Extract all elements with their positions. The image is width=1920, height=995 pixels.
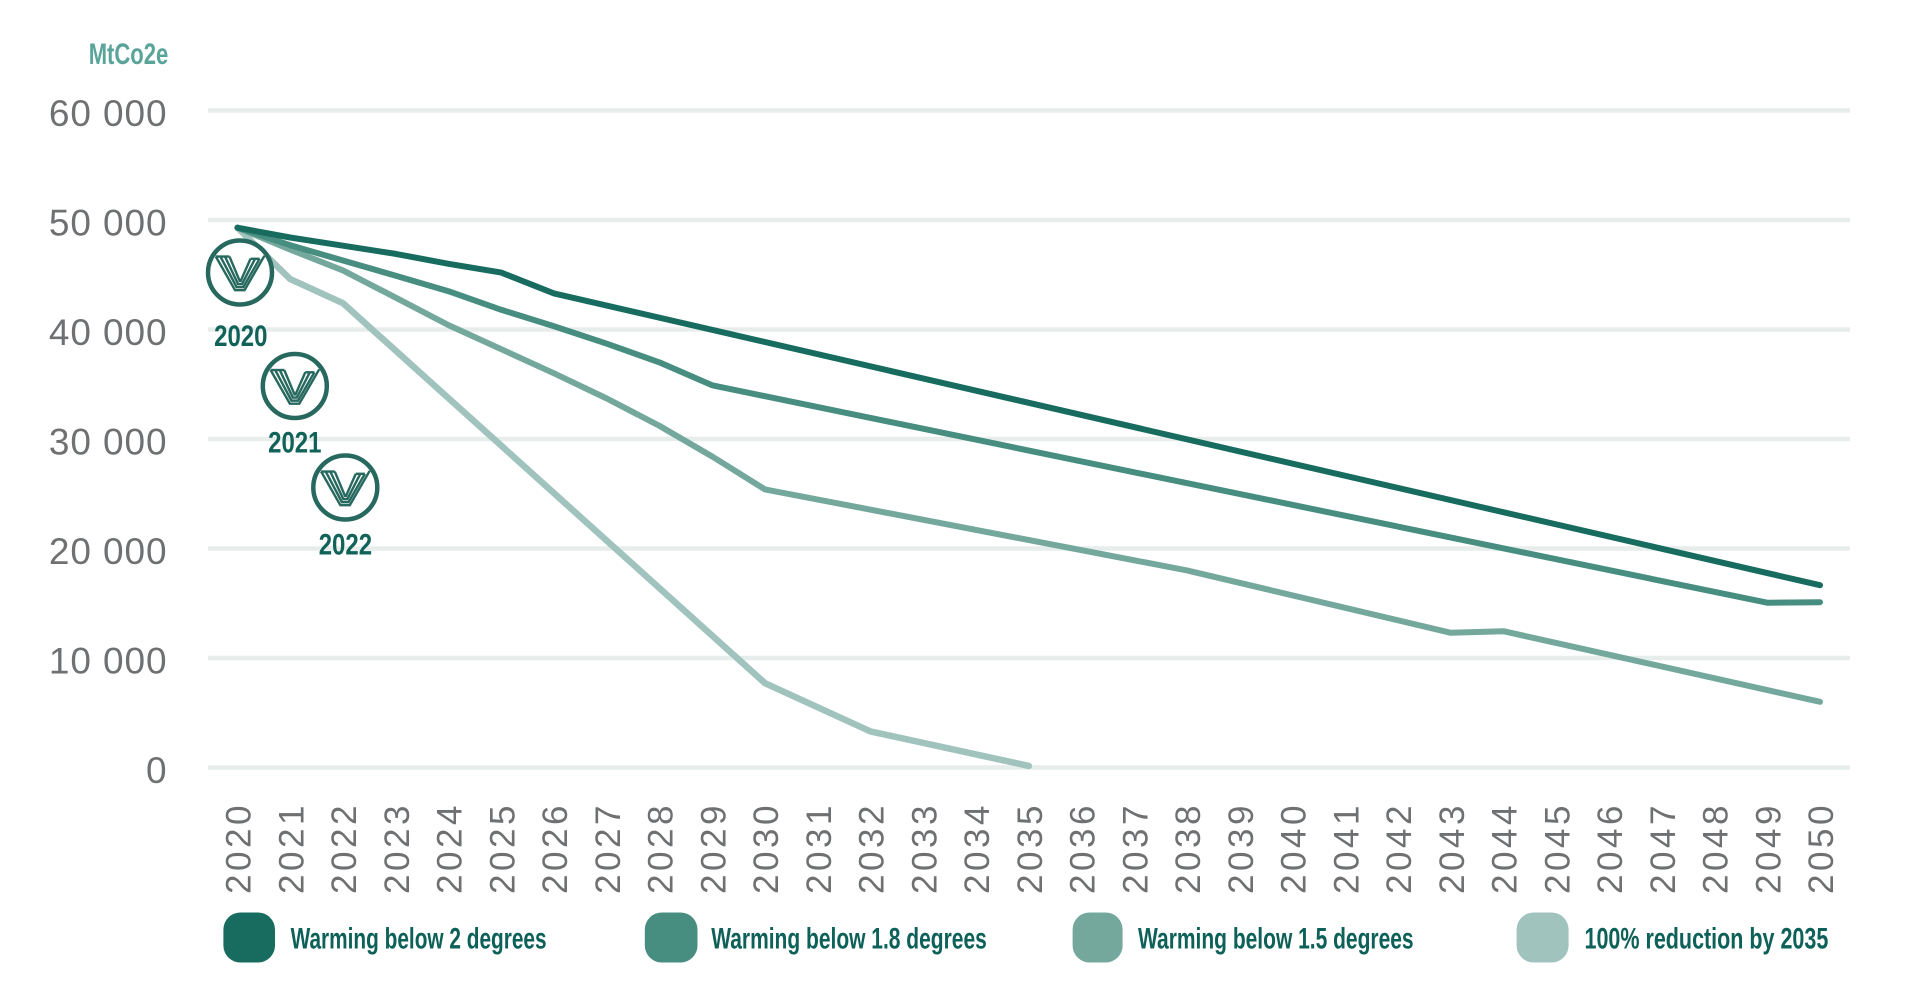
svg-text:2022: 2022: [325, 802, 364, 894]
svg-text:2045: 2045: [1538, 802, 1577, 894]
svg-text:10 000: 10 000: [49, 640, 168, 681]
svg-text:0: 0: [146, 750, 167, 791]
svg-text:2038: 2038: [1169, 802, 1208, 894]
svg-text:2021: 2021: [272, 802, 311, 894]
svg-text:2043: 2043: [1433, 802, 1472, 894]
svg-text:50 000: 50 000: [49, 202, 168, 243]
svg-text:2025: 2025: [483, 802, 522, 894]
svg-text:2022: 2022: [319, 527, 372, 561]
svg-text:2020: 2020: [220, 802, 259, 894]
svg-text:20 000: 20 000: [49, 531, 168, 572]
svg-text:2030: 2030: [747, 802, 786, 894]
svg-text:2023: 2023: [378, 802, 417, 894]
svg-text:2040: 2040: [1275, 802, 1314, 894]
svg-text:2046: 2046: [1591, 802, 1630, 894]
svg-text:2029: 2029: [694, 802, 733, 894]
svg-text:2048: 2048: [1697, 802, 1736, 894]
svg-text:2049: 2049: [1749, 802, 1788, 894]
svg-text:2032: 2032: [853, 802, 892, 894]
svg-text:2024: 2024: [431, 802, 470, 894]
svg-text:Warming below 1.8 degrees: Warming below 1.8 degrees: [711, 923, 987, 955]
svg-text:30 000: 30 000: [49, 421, 168, 462]
svg-text:40 000: 40 000: [49, 312, 168, 353]
svg-text:Warming below 1.5 degrees: Warming below 1.5 degrees: [1138, 923, 1414, 955]
svg-text:2020: 2020: [214, 318, 267, 352]
svg-text:2050: 2050: [1802, 802, 1841, 894]
svg-text:2034: 2034: [958, 802, 997, 894]
svg-text:2021: 2021: [268, 425, 321, 459]
svg-text:2031: 2031: [800, 802, 839, 894]
svg-text:60 000: 60 000: [49, 93, 168, 134]
svg-text:2033: 2033: [905, 802, 944, 894]
svg-text:2035: 2035: [1011, 802, 1050, 894]
svg-text:2047: 2047: [1644, 802, 1683, 894]
svg-text:2044: 2044: [1486, 802, 1525, 894]
svg-text:2027: 2027: [589, 802, 628, 894]
svg-text:Warming below 2 degrees: Warming below 2 degrees: [291, 923, 547, 956]
svg-text:2041: 2041: [1327, 802, 1366, 894]
svg-text:MtCo2e: MtCo2e: [89, 37, 169, 71]
svg-text:100% reduction by 2035: 100% reduction by 2035: [1585, 921, 1829, 955]
svg-text:2036: 2036: [1064, 802, 1103, 894]
svg-text:2039: 2039: [1222, 802, 1261, 894]
svg-text:2026: 2026: [536, 802, 575, 894]
svg-text:2042: 2042: [1380, 802, 1419, 894]
svg-text:2037: 2037: [1116, 802, 1155, 894]
svg-text:2028: 2028: [642, 802, 681, 894]
